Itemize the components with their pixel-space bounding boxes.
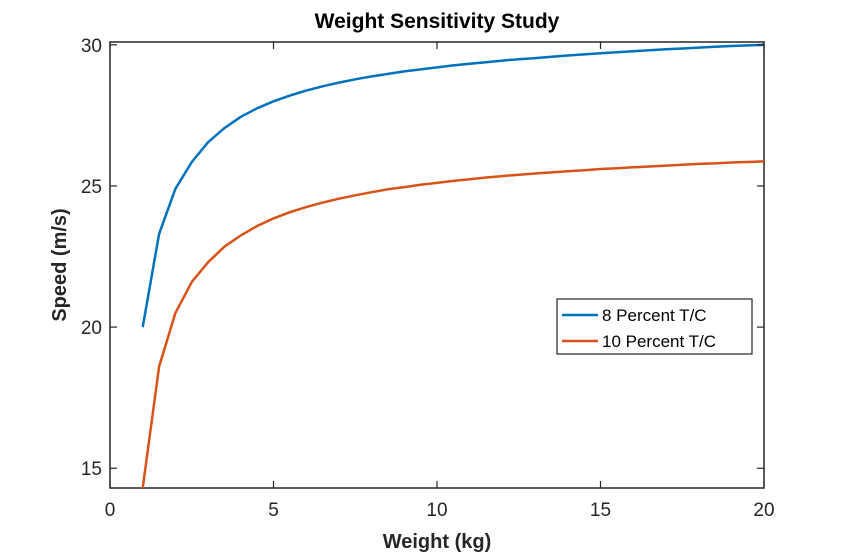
x-tick-label: 15 xyxy=(590,500,611,521)
chart-title: Weight Sensitivity Study xyxy=(315,10,560,33)
x-tick-label: 10 xyxy=(426,500,447,521)
y-tick-label: 20 xyxy=(81,318,102,339)
y-axis: 15 20 25 30 xyxy=(81,36,764,480)
legend-box xyxy=(556,298,753,355)
x-axis: 0 5 10 15 20 xyxy=(105,42,775,521)
x-tick-label: 20 xyxy=(753,500,774,521)
y-tick-label: 15 xyxy=(81,459,102,480)
plot-area xyxy=(109,41,765,489)
series-layer xyxy=(141,43,765,489)
y-tick-label: 25 xyxy=(81,177,102,198)
y-axis-label: Speed (m/s) xyxy=(49,208,71,321)
series-line-1 xyxy=(141,160,765,489)
x-axis-label: Weight (kg) xyxy=(383,531,492,552)
x-tick-label: 0 xyxy=(105,500,116,521)
y-tick-label: 30 xyxy=(81,36,102,57)
legend-label-8-percent: 8 Percent T/C xyxy=(602,306,707,325)
plot-frame xyxy=(109,41,765,489)
legend-label-10-percent: 10 Percent T/C xyxy=(602,332,716,351)
legend: 8 Percent T/C 10 Percent T/C xyxy=(556,298,753,355)
series-line-0 xyxy=(141,43,765,328)
x-tick-label: 5 xyxy=(268,500,279,521)
